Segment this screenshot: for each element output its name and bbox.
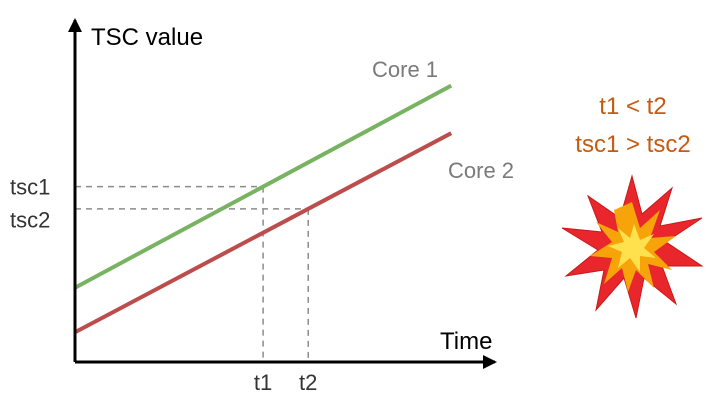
annotation-line-2: tsc1 > tsc2 — [575, 131, 691, 158]
series-label-core-1: Core 1 — [372, 57, 438, 82]
x-tick-label-t2: t2 — [299, 370, 317, 395]
x-axis-title: Time — [440, 328, 492, 355]
guide-lines — [75, 185, 309, 362]
collision-icon — [561, 174, 704, 319]
series-label-core-2: Core 2 — [448, 158, 514, 183]
y-axis-title: TSC value — [91, 24, 203, 51]
annotation-line-1: t1 < t2 — [599, 93, 667, 120]
series-line-core-2 — [74, 131, 453, 335]
series-lines — [74, 83, 453, 335]
y-tick-label-tsc1: tsc1 — [10, 175, 50, 200]
series-line-core-1 — [74, 83, 453, 290]
y-tick-label-tsc2: tsc2 — [10, 207, 50, 232]
x-tick-label-t1: t1 — [254, 370, 272, 395]
